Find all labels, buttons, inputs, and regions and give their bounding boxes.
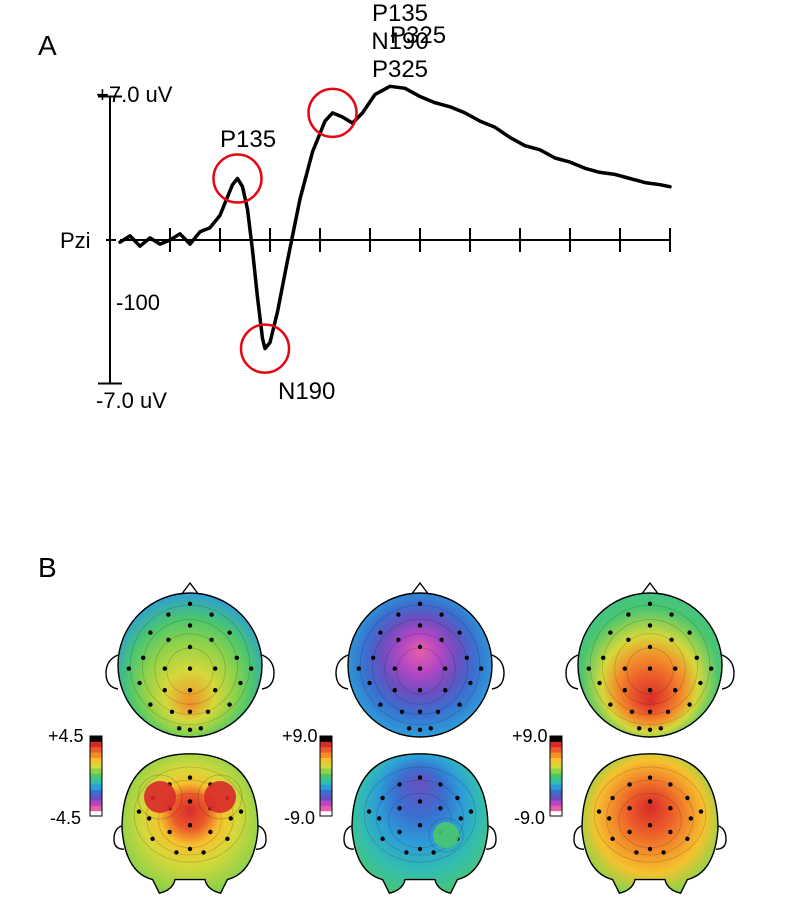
electrode-label: Pzi	[60, 228, 91, 254]
component-label-p325: P325	[390, 22, 446, 50]
scale-max-p325: +9.0	[512, 726, 548, 747]
component-label-p135: P135	[220, 126, 276, 154]
yaxis-bottom-label: -7.0 uV	[96, 388, 167, 414]
yaxis-top-label: +7.0 uV	[96, 82, 172, 108]
scale-max-p135: +4.5	[48, 726, 84, 747]
scale-max-n190: +9.0	[282, 726, 318, 747]
scale-min-n190: -9.0	[284, 808, 315, 829]
component-label-n190: N190	[278, 378, 335, 406]
scale-min-p325: -9.0	[514, 808, 545, 829]
topographic-maps	[20, 570, 800, 910]
xaxis-pre-label: -100	[116, 290, 160, 316]
panel-a-label: A	[38, 30, 57, 62]
scale-min-p135: -4.5	[50, 808, 81, 829]
